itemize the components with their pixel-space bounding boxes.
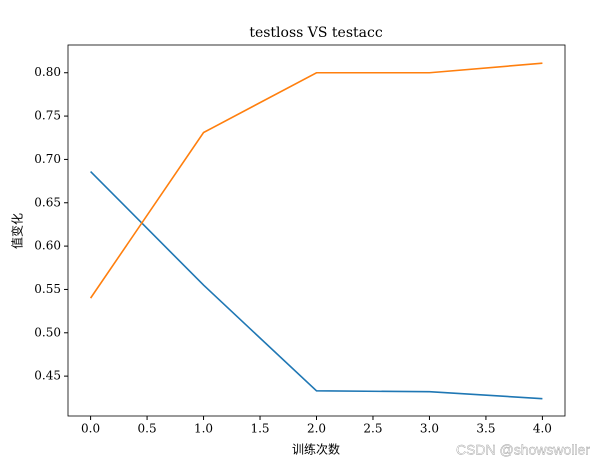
x-tick-label: 1.5 <box>250 422 269 436</box>
y-tick-label: 0.65 <box>34 195 61 209</box>
series-line <box>89 62 543 299</box>
x-tick-label: 0.0 <box>81 422 100 436</box>
y-tick-label: 0.55 <box>34 282 61 296</box>
x-tick-label: 0.5 <box>138 422 157 436</box>
chart-title: testloss VS testacc <box>249 25 383 41</box>
y-tick-label: 0.50 <box>34 325 61 339</box>
x-tick-label: 4.0 <box>533 422 552 436</box>
x-tick-label: 2.5 <box>363 422 382 436</box>
y-tick-label: 0.45 <box>34 369 61 383</box>
y-axis-label: 值变化 <box>10 213 25 249</box>
series-line <box>90 170 543 400</box>
plot-frame <box>67 44 566 417</box>
x-tick-label: 1.0 <box>194 422 213 436</box>
x-tick-label: 3.5 <box>476 422 495 436</box>
watermark: CSDN @showswoller <box>456 442 590 458</box>
x-tick-label: 2.0 <box>307 422 326 436</box>
y-tick-label: 0.60 <box>34 239 61 253</box>
x-tick-label: 3.0 <box>420 422 439 436</box>
x-axis-label: 训练次数 <box>292 442 340 457</box>
y-tick-label: 0.80 <box>34 65 61 79</box>
y-tick-label: 0.70 <box>34 152 61 166</box>
y-tick-label: 0.75 <box>34 109 61 123</box>
